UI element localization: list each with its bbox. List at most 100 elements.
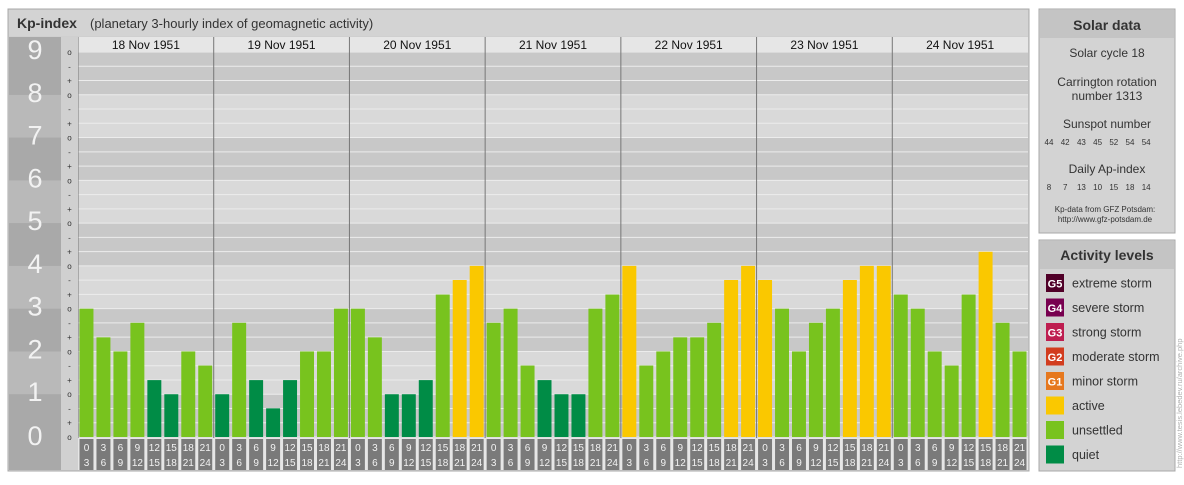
band-5	[78, 180, 1028, 224]
legend-swatch	[1046, 298, 1064, 317]
watermark-url: http://www.tesis.lebedev.ru/archive.php	[1175, 338, 1184, 468]
interval-cell	[232, 439, 247, 470]
interval-cell	[164, 439, 179, 470]
interval-cell	[503, 439, 518, 470]
kp-bar	[927, 351, 942, 437]
interval-start-label: 6	[389, 443, 395, 454]
interval-cell	[944, 439, 959, 470]
interval-start-label: 18	[454, 443, 466, 454]
day-label: 20 Nov 1951	[383, 38, 451, 52]
interval-cell	[605, 439, 620, 470]
interval-end-label: 21	[997, 458, 1009, 469]
y-band	[9, 394, 61, 437]
y-tick-label: 5	[27, 206, 42, 236]
interval-start-label: 9	[135, 443, 141, 454]
interval-end-label: 3	[219, 458, 225, 469]
y-sub-tick: -	[68, 319, 71, 328]
interval-cell	[401, 439, 416, 470]
interval-cell	[842, 439, 857, 470]
interval-start-label: 15	[301, 443, 313, 454]
interval-cell	[367, 439, 382, 470]
sunspot-value: 54	[1142, 138, 1151, 147]
carrington-line2: number 1313	[1072, 89, 1143, 103]
interval-end-label: 21	[183, 458, 195, 469]
interval-end-label: 3	[627, 458, 633, 469]
kp-bar	[554, 394, 569, 437]
y-band	[9, 223, 61, 266]
kp-bar	[588, 308, 603, 437]
interval-end-label: 18	[844, 458, 856, 469]
source-line2: http://www.gfz-potsdam.de	[1058, 215, 1153, 224]
kp-bar	[198, 365, 213, 437]
interval-end-label: 3	[898, 458, 904, 469]
interval-cell	[825, 439, 840, 470]
kp-bar	[961, 294, 976, 437]
interval-end-label: 12	[268, 458, 280, 469]
chart-title: Kp-index	[17, 15, 77, 31]
legend-label: quiet	[1072, 448, 1100, 462]
kp-bar	[673, 337, 688, 437]
interval-start-label: 12	[692, 443, 704, 454]
interval-start-label: 12	[420, 443, 432, 454]
interval-end-label: 24	[878, 458, 890, 469]
kp-bar	[367, 337, 382, 437]
legend-code: G1	[1048, 377, 1063, 389]
interval-cell	[741, 439, 756, 470]
legend-items: G5 extreme storm G4 severe storm G3 strong st…	[1046, 274, 1160, 464]
interval-cell	[571, 439, 586, 470]
legend-swatch	[1046, 445, 1064, 464]
kp-bar	[842, 280, 857, 437]
legend-swatch	[1046, 347, 1064, 366]
sunspot-values: 44 42 43 45 52 54 54	[1045, 138, 1152, 147]
interval-cell	[927, 439, 942, 470]
x-axis-interval-labels: 0336699121215151818212124033669912121515…	[78, 438, 1028, 470]
kp-bar	[741, 265, 756, 437]
interval-end-label: 3	[84, 458, 90, 469]
interval-cell	[469, 439, 484, 470]
interval-cell	[961, 439, 976, 470]
ap-value: 10	[1093, 183, 1102, 192]
interval-cell	[384, 439, 399, 470]
interval-cell	[588, 439, 603, 470]
day-label: 19 Nov 1951	[248, 38, 316, 52]
interval-start-label: 6	[932, 443, 938, 454]
kp-bar	[435, 294, 450, 437]
interval-cell	[758, 439, 773, 470]
interval-end-label: 24	[335, 458, 347, 469]
y-band	[9, 308, 61, 352]
y-sub-tick: +	[67, 119, 72, 128]
interval-end-label: 6	[644, 458, 650, 469]
interval-end-label: 12	[403, 458, 415, 469]
interval-cell	[215, 439, 230, 470]
y-sub-tick: +	[67, 333, 72, 342]
solar-data-panel: Solar data Solar cycle 18 Carrington rot…	[1038, 8, 1176, 234]
interval-end-label: 15	[556, 458, 568, 469]
interval-cell	[910, 439, 925, 470]
y-sub-tick: +	[67, 77, 72, 86]
activity-legend: Activity levels G5 extreme storm G4 severe …	[1038, 239, 1176, 472]
interval-cell	[520, 439, 535, 470]
legend-code: G5	[1048, 279, 1063, 291]
sunspot-value: 42	[1061, 138, 1070, 147]
y-sub-tick: +	[67, 162, 72, 171]
interval-start-label: 12	[827, 443, 839, 454]
y-tick-label: 0	[27, 421, 42, 451]
interval-end-label: 3	[355, 458, 361, 469]
kp-bar	[893, 294, 908, 437]
kp-bar	[164, 394, 179, 437]
kp-bar	[944, 365, 959, 437]
y-sub-tick: +	[67, 248, 72, 257]
kp-bar	[910, 308, 925, 437]
y-tick-label: 9	[27, 35, 42, 65]
interval-start-label: 21	[471, 443, 483, 454]
y-sub-tick: +	[67, 205, 72, 214]
solar-panel-title: Solar data	[1073, 17, 1141, 33]
y-sub-tick: -	[68, 233, 71, 242]
interval-start-label: 0	[627, 443, 633, 454]
interval-end-label: 24	[607, 458, 619, 469]
interval-start-label: 6	[660, 443, 666, 454]
kp-bar	[775, 308, 789, 437]
kp-bar	[859, 265, 874, 437]
kp-bar	[181, 351, 196, 437]
y-band	[9, 137, 61, 181]
